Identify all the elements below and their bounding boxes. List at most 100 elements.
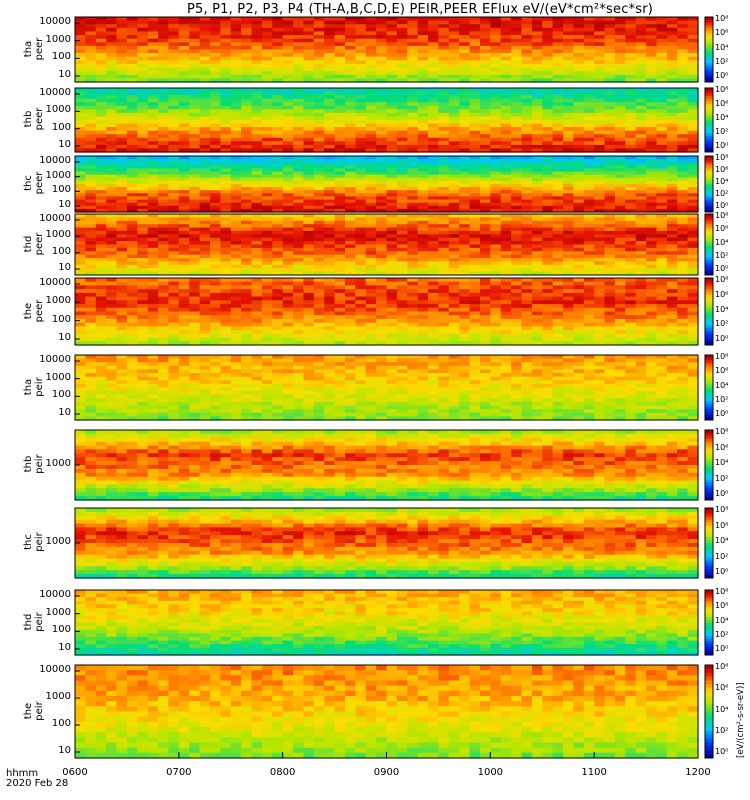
heatmap-cell bbox=[345, 244, 356, 249]
heatmap-cell bbox=[272, 144, 284, 150]
heatmap-cell bbox=[189, 27, 201, 32]
heatmap-cell bbox=[417, 217, 429, 222]
heatmap-cell bbox=[583, 196, 595, 201]
heatmap-cell bbox=[635, 49, 647, 54]
heatmap-cell bbox=[251, 17, 263, 22]
heatmap-cell bbox=[448, 42, 460, 47]
heatmap-cell bbox=[521, 190, 533, 194]
heatmap-cell bbox=[303, 292, 315, 298]
heatmap-cell bbox=[137, 278, 149, 283]
heatmap-cell bbox=[210, 177, 221, 182]
heatmap-cell bbox=[604, 112, 616, 118]
heatmap-cell bbox=[303, 112, 315, 118]
heatmap-cell bbox=[500, 278, 512, 283]
heatmap-cell bbox=[573, 71, 585, 76]
heatmap-cell bbox=[687, 109, 699, 114]
heatmap-cell bbox=[417, 71, 429, 76]
heatmap-cell bbox=[168, 53, 180, 58]
heatmap-cell bbox=[500, 141, 512, 146]
heatmap-cell bbox=[199, 241, 211, 246]
heatmap-cell bbox=[126, 120, 138, 125]
heatmap-cell bbox=[428, 130, 439, 135]
heatmap-cell bbox=[272, 174, 284, 179]
heatmap-cell bbox=[490, 95, 502, 100]
heatmap-cell bbox=[614, 56, 626, 61]
heatmap-cell bbox=[324, 130, 336, 135]
heatmap-cell bbox=[563, 205, 574, 210]
heatmap-cell bbox=[614, 244, 626, 249]
heatmap-cell bbox=[261, 74, 273, 79]
heatmap-cell bbox=[95, 300, 107, 305]
heatmap-cell bbox=[282, 78, 294, 83]
heatmap-cell bbox=[563, 127, 574, 132]
heatmap-cell bbox=[386, 74, 398, 79]
heatmap-cell bbox=[511, 171, 523, 176]
heatmap-cell bbox=[313, 234, 325, 239]
heatmap-cell bbox=[490, 224, 502, 229]
heatmap-cell bbox=[313, 120, 325, 125]
heatmap-cell bbox=[490, 271, 502, 276]
heatmap-cell bbox=[334, 123, 346, 128]
heatmap-cell bbox=[365, 17, 377, 22]
heatmap-cell bbox=[75, 237, 86, 242]
heatmap-cell bbox=[355, 24, 367, 29]
heatmap-cell bbox=[158, 307, 170, 313]
heatmap-cell bbox=[210, 171, 221, 176]
heatmap-cell bbox=[396, 227, 408, 232]
heatmap-cell bbox=[313, 42, 325, 47]
heatmap-cell bbox=[303, 230, 315, 235]
heatmap-cell bbox=[106, 224, 118, 229]
heatmap-cell bbox=[396, 177, 408, 182]
heatmap-cell bbox=[407, 199, 419, 204]
heatmap-cell bbox=[293, 184, 305, 188]
heatmap-cell bbox=[396, 261, 408, 266]
heatmap-cell bbox=[428, 91, 439, 96]
heatmap-cell bbox=[210, 193, 221, 197]
heatmap-cell bbox=[85, 230, 97, 235]
heatmap-cell bbox=[666, 74, 678, 79]
heatmap-cell bbox=[168, 105, 180, 110]
heatmap-cell bbox=[614, 296, 626, 301]
heatmap-cell bbox=[614, 162, 626, 166]
heatmap-cell bbox=[376, 214, 388, 218]
heatmap-cell bbox=[594, 109, 606, 114]
heatmap-cell bbox=[168, 174, 180, 179]
heatmap-cell bbox=[583, 45, 595, 51]
heatmap-cell bbox=[490, 184, 502, 188]
heatmap-cell bbox=[448, 144, 460, 150]
heatmap-cell bbox=[563, 24, 574, 29]
heatmap-cell bbox=[687, 27, 699, 32]
heatmap-cell bbox=[220, 45, 232, 51]
heatmap-cell bbox=[365, 67, 377, 72]
heatmap-cell bbox=[469, 134, 481, 139]
heatmap-cell bbox=[479, 292, 491, 298]
heatmap-cell bbox=[448, 278, 460, 283]
heatmap-cell bbox=[479, 165, 491, 169]
heatmap-cell bbox=[459, 251, 471, 256]
heatmap-cell bbox=[677, 268, 689, 273]
heatmap-cell bbox=[604, 184, 616, 188]
heatmap-cell bbox=[428, 56, 439, 61]
heatmap-cell bbox=[604, 227, 616, 232]
heatmap-cell bbox=[376, 127, 388, 132]
heatmap-cell bbox=[604, 120, 616, 125]
heatmap-cell bbox=[511, 278, 523, 283]
heatmap-cell bbox=[106, 184, 118, 188]
heatmap-cell bbox=[210, 258, 221, 263]
heatmap-cell bbox=[85, 63, 97, 69]
heatmap-cell bbox=[261, 24, 273, 29]
heatmap-cell bbox=[635, 27, 647, 32]
heatmap-cell bbox=[521, 49, 533, 54]
heatmap-cell bbox=[635, 196, 647, 201]
heatmap-cell bbox=[573, 177, 585, 182]
heatmap-cell bbox=[324, 56, 336, 61]
heatmap-cell bbox=[168, 120, 180, 125]
heatmap-cell bbox=[95, 193, 107, 197]
heatmap-cell bbox=[303, 268, 315, 273]
heatmap-cell bbox=[313, 88, 325, 93]
heatmap-cell bbox=[479, 307, 491, 313]
heatmap-cell bbox=[552, 205, 564, 210]
heatmap-cell bbox=[594, 193, 606, 197]
heatmap-cell bbox=[293, 205, 305, 210]
heatmap-cell bbox=[293, 174, 305, 179]
